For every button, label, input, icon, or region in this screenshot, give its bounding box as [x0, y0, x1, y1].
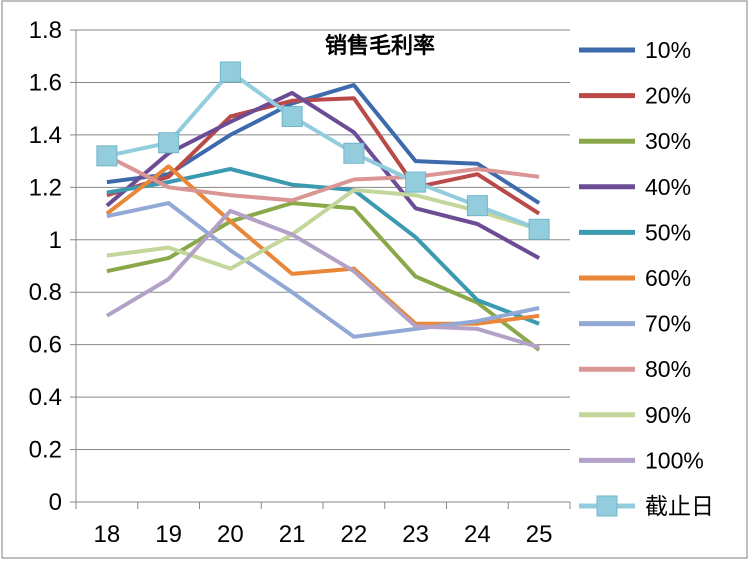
legend-label: 30%	[645, 128, 691, 154]
series-9	[105, 208, 540, 350]
y-tick-label: 1.8	[29, 17, 62, 44]
x-tick-label: 21	[279, 521, 306, 548]
legend-item: 70%	[579, 311, 691, 337]
series-4	[106, 167, 540, 326]
series-line	[106, 96, 541, 216]
axes: 0 0.2 0.4 0.6 0.8 1 1.2 1.4 1.6 1.8 18 19 20 21 22 23 24…	[29, 17, 571, 548]
series-7	[105, 154, 540, 203]
legend-marker	[596, 495, 618, 517]
y-tick-label: 0	[49, 489, 62, 516]
legend: 10% 20% 30% 40% 50% 60% 70% 80% 90% 100% 截止日	[579, 37, 714, 519]
legend-item: 50%	[579, 219, 691, 245]
legend-label: 50%	[645, 219, 691, 245]
legend-item: 20%	[579, 83, 691, 109]
legend-label: 80%	[645, 356, 691, 382]
series-6	[106, 201, 540, 339]
data-point-marker	[158, 132, 180, 154]
legend-item: 60%	[579, 265, 691, 291]
x-tick-label: 20	[217, 521, 244, 548]
x-tick-label: 18	[94, 521, 121, 548]
series-line	[105, 154, 540, 203]
legend-label: 10%	[645, 37, 691, 63]
series-lines	[96, 61, 550, 352]
data-point-marker	[219, 61, 241, 83]
y-tick-label: 1.6	[29, 69, 62, 96]
series-line	[106, 167, 540, 326]
legend-label: 60%	[645, 265, 691, 291]
x-tick-label: 25	[526, 521, 553, 548]
legend-label: 20%	[645, 83, 691, 109]
legend-item: 截止日	[579, 493, 714, 519]
data-point-marker	[528, 218, 550, 240]
legend-item: 100%	[579, 447, 704, 473]
x-tick-label: 22	[341, 521, 368, 548]
y-tick-label: 0.6	[29, 332, 62, 359]
x-tick-label: 24	[464, 521, 491, 548]
legend-label: 100%	[645, 447, 704, 473]
data-point-marker	[466, 195, 488, 217]
x-tick-label: 19	[155, 521, 182, 548]
legend-label: 90%	[645, 402, 691, 428]
y-tick-label: 0.2	[29, 437, 62, 464]
x-tick-label: 23	[402, 521, 429, 548]
legend-label: 40%	[645, 174, 691, 200]
y-tick-label: 0.4	[29, 384, 62, 411]
legend-item: 90%	[579, 402, 691, 428]
y-tick-label: 1	[49, 227, 62, 254]
y-tick-label: 1.2	[29, 174, 62, 201]
data-point-marker	[281, 106, 303, 128]
y-tick-label: 0.8	[29, 279, 62, 306]
y-tick-label: 1.4	[29, 122, 62, 149]
data-point-marker	[96, 145, 118, 167]
data-point-marker	[343, 142, 365, 164]
series-1	[106, 96, 541, 216]
legend-label: 截止日	[645, 493, 714, 519]
series-line	[106, 201, 540, 339]
legend-item: 40%	[579, 174, 691, 200]
chart-title: 销售毛利率	[325, 33, 435, 59]
data-point-marker	[405, 171, 427, 193]
legend-item: 30%	[579, 128, 691, 154]
series-line	[105, 208, 540, 350]
series-10	[96, 61, 550, 240]
legend-label: 70%	[645, 311, 691, 337]
legend-item: 80%	[579, 356, 691, 382]
legend-item: 10%	[579, 37, 691, 63]
gridlines	[76, 29, 570, 503]
